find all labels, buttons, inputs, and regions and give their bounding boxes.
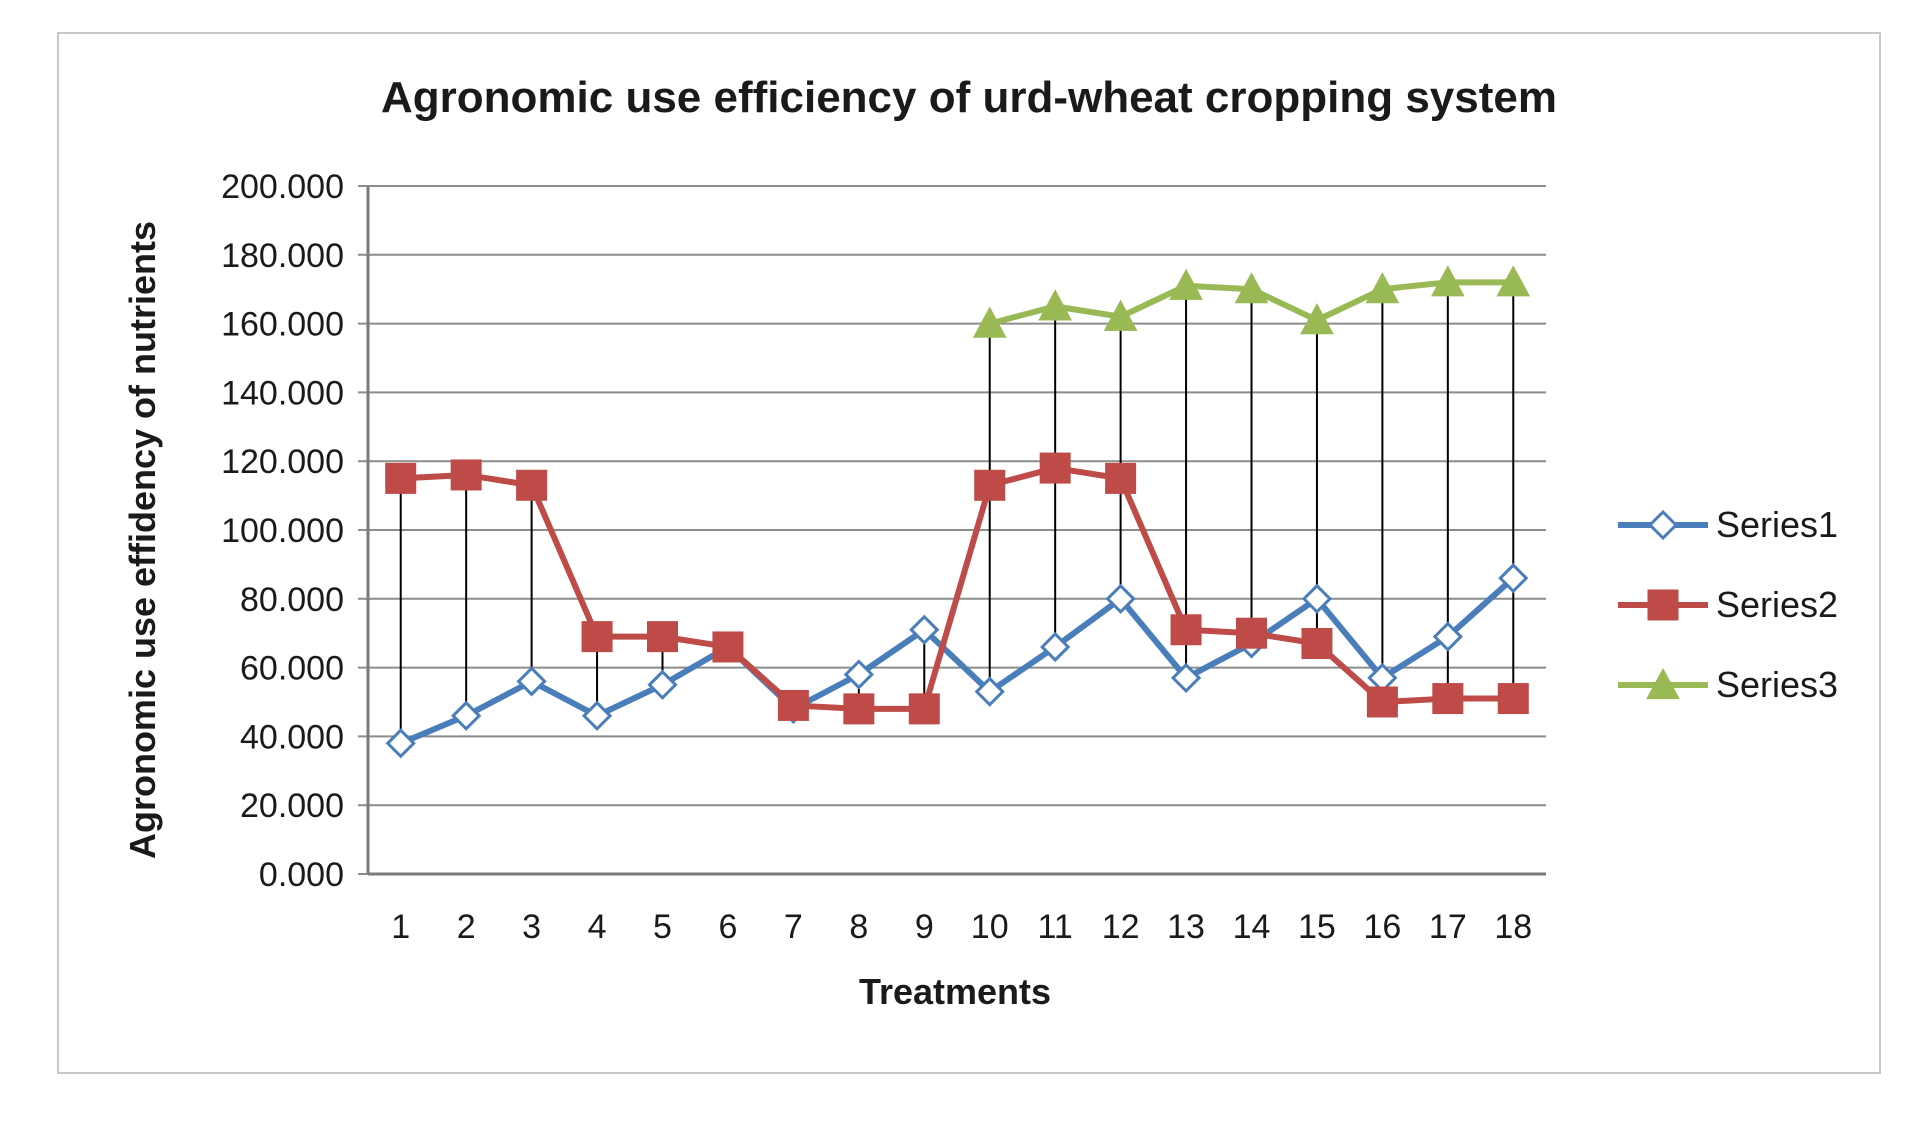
data-point — [647, 621, 678, 653]
gridlines — [358, 185, 1546, 875]
series-3 — [972, 265, 1531, 338]
data-point — [1234, 272, 1269, 304]
series-line — [399, 575, 1516, 747]
series-2 — [385, 452, 1529, 725]
x-tick-label: 8 — [849, 908, 868, 946]
y-tick-label: 180.000 — [221, 237, 344, 275]
data-point — [972, 306, 1007, 338]
legend-item: Series3 — [1618, 664, 1838, 705]
data-point — [1105, 583, 1136, 614]
data-point — [1170, 614, 1202, 646]
chart-title: Agronomic use efficiency of urd-wheat cr… — [381, 73, 1557, 122]
y-tick-label: 140.000 — [221, 374, 344, 412]
data-point — [1432, 683, 1464, 715]
series-line — [400, 465, 1514, 712]
data-point — [843, 659, 874, 690]
data-point — [777, 689, 809, 721]
legend-item: Series1 — [1618, 504, 1838, 545]
data-point — [1301, 628, 1333, 660]
data-point — [1169, 268, 1203, 300]
legend-marker — [1646, 667, 1680, 700]
data-point — [1040, 631, 1071, 663]
data-point — [581, 700, 613, 731]
data-point — [1103, 299, 1138, 331]
data-point — [712, 631, 744, 663]
x-tick-label: 16 — [1363, 908, 1401, 946]
x-tick-label: 15 — [1298, 908, 1336, 946]
data-point — [1365, 272, 1400, 304]
x-tick-label: 1 — [391, 908, 410, 946]
y-tick-label: 0.000 — [259, 856, 344, 894]
data-point — [516, 469, 548, 501]
x-tick-label: 10 — [971, 908, 1009, 946]
x-tick-label: 7 — [784, 908, 803, 946]
y-tick-label: 80.000 — [240, 581, 344, 619]
data-point — [1430, 265, 1465, 297]
y-tick-label: 120.000 — [221, 443, 344, 481]
x-tick-label: 3 — [522, 908, 541, 946]
y-tick-label: 20.000 — [240, 787, 344, 825]
legend-item: Series2 — [1618, 584, 1838, 625]
data-point — [451, 700, 482, 731]
data-point — [974, 676, 1005, 707]
data-point — [1300, 303, 1334, 335]
data-point — [647, 669, 678, 700]
hi-lo-lines — [399, 282, 1515, 744]
x-tick-label: 12 — [1102, 908, 1140, 946]
data-point — [516, 666, 547, 697]
data-point — [1366, 686, 1398, 718]
legend-label: Series2 — [1716, 584, 1838, 625]
series — [385, 265, 1531, 759]
y-tick-label: 200.000 — [221, 168, 344, 206]
data-point — [1496, 265, 1531, 297]
axes — [366, 186, 1546, 876]
data-point — [1498, 563, 1529, 594]
data-point — [1236, 617, 1267, 649]
x-tick-label: 17 — [1429, 908, 1467, 946]
x-tick-label: 5 — [653, 908, 672, 946]
y-tick-label: 160.000 — [221, 306, 344, 344]
data-point — [1039, 452, 1071, 484]
data-point — [581, 621, 613, 653]
x-tick-label: 13 — [1167, 908, 1205, 946]
x-axis-label: Treatments — [859, 971, 1051, 1012]
y-tick-label: 60.000 — [240, 650, 344, 688]
legend-label: Series3 — [1716, 664, 1838, 705]
legend-label: Series1 — [1716, 504, 1838, 545]
y-tick-label: 40.000 — [240, 718, 344, 756]
data-point — [908, 693, 940, 725]
x-tick-label: 11 — [1038, 908, 1073, 946]
data-point — [385, 728, 416, 759]
x-tick-label: 18 — [1494, 908, 1532, 946]
x-tick-label: 4 — [588, 908, 607, 946]
data-point — [843, 693, 875, 725]
data-point — [450, 459, 482, 491]
data-point — [1038, 289, 1073, 321]
data-point — [1301, 583, 1333, 614]
y-tick-label: 100.000 — [221, 512, 344, 550]
x-tick-label: 6 — [718, 908, 737, 946]
legend: Series1 Series2 Series3 — [1618, 504, 1838, 705]
data-point — [1432, 621, 1463, 652]
data-point — [974, 469, 1006, 501]
tick-labels: 0.000 20.000 40.000 60.000 80.000 100.000 120.… — [221, 168, 1532, 946]
legend-marker — [1647, 589, 1679, 621]
y-axis-label: Agronomic use effidency of nutrients — [122, 221, 163, 859]
data-point — [1497, 683, 1529, 715]
x-tick-label: 2 — [457, 908, 476, 946]
data-point — [1105, 462, 1137, 494]
x-tick-label: 14 — [1233, 908, 1271, 946]
legend-marker — [1647, 509, 1679, 541]
data-point — [909, 614, 940, 645]
x-tick-label: 9 — [915, 908, 934, 946]
data-point — [1170, 662, 1202, 694]
data-point — [385, 462, 417, 494]
